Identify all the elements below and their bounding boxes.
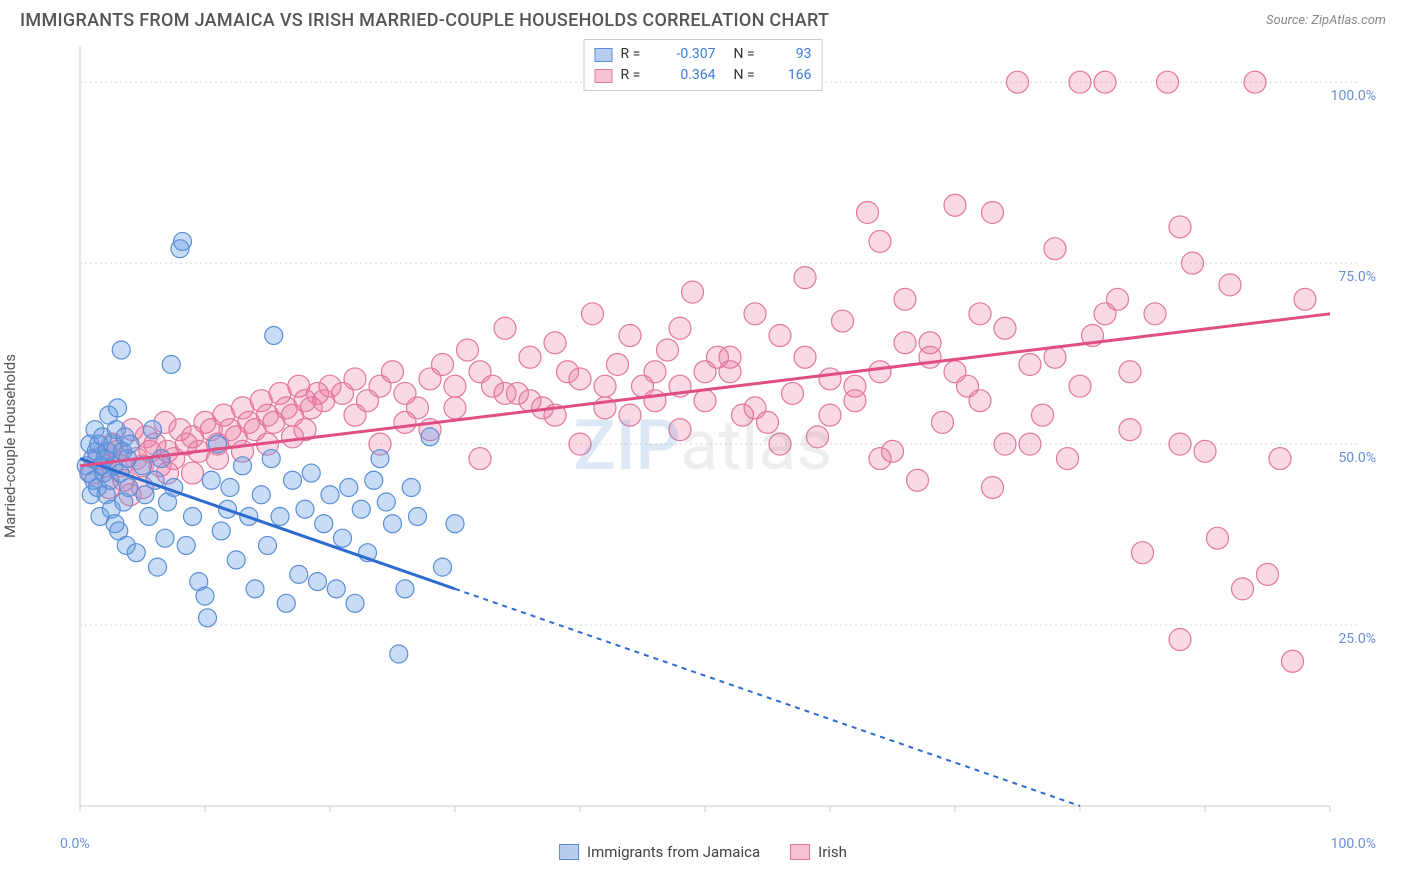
legend-correlation: R = -0.307 N = 93 R = 0.364 N = 166	[584, 39, 823, 91]
y-tick-label: 75.0%	[1338, 269, 1376, 285]
y-tick-label: 100.0%	[1331, 88, 1376, 104]
chart-container: Married-couple Households ZIPatlas R = -…	[20, 36, 1386, 856]
x-origin-label: 0.0%	[60, 836, 90, 852]
y-axis-label: Married-couple Households	[1, 354, 19, 538]
legend-item: Irish	[790, 843, 847, 861]
legend-swatch-icon	[595, 69, 613, 83]
n-value: 93	[772, 44, 812, 65]
legend-swatch-icon	[559, 844, 579, 860]
legend-swatch-icon	[790, 844, 810, 860]
legend-row: R = 0.364 N = 166	[595, 65, 812, 86]
y-tick-label: 25.0%	[1338, 631, 1376, 647]
x-max-label: 100.0%	[1331, 836, 1376, 852]
r-label: R =	[621, 44, 653, 65]
legend-label: Irish	[818, 843, 847, 861]
r-label: R =	[621, 65, 653, 86]
r-value: -0.307	[661, 44, 716, 65]
r-value: 0.364	[661, 65, 716, 86]
source-label: Source: ZipAtlas.com	[1266, 13, 1386, 28]
legend-label: Immigrants from Jamaica	[587, 843, 760, 861]
chart-title: IMMIGRANTS FROM JAMAICA VS IRISH MARRIED…	[20, 10, 829, 31]
scatter-chart	[20, 36, 1386, 856]
legend-series: Immigrants from Jamaica Irish	[559, 843, 847, 861]
n-label: N =	[734, 65, 764, 86]
legend-item: Immigrants from Jamaica	[559, 843, 760, 861]
n-value: 166	[772, 65, 812, 86]
legend-row: R = -0.307 N = 93	[595, 44, 812, 65]
legend-swatch-icon	[595, 48, 613, 62]
n-label: N =	[734, 44, 764, 65]
y-tick-label: 50.0%	[1338, 450, 1376, 466]
